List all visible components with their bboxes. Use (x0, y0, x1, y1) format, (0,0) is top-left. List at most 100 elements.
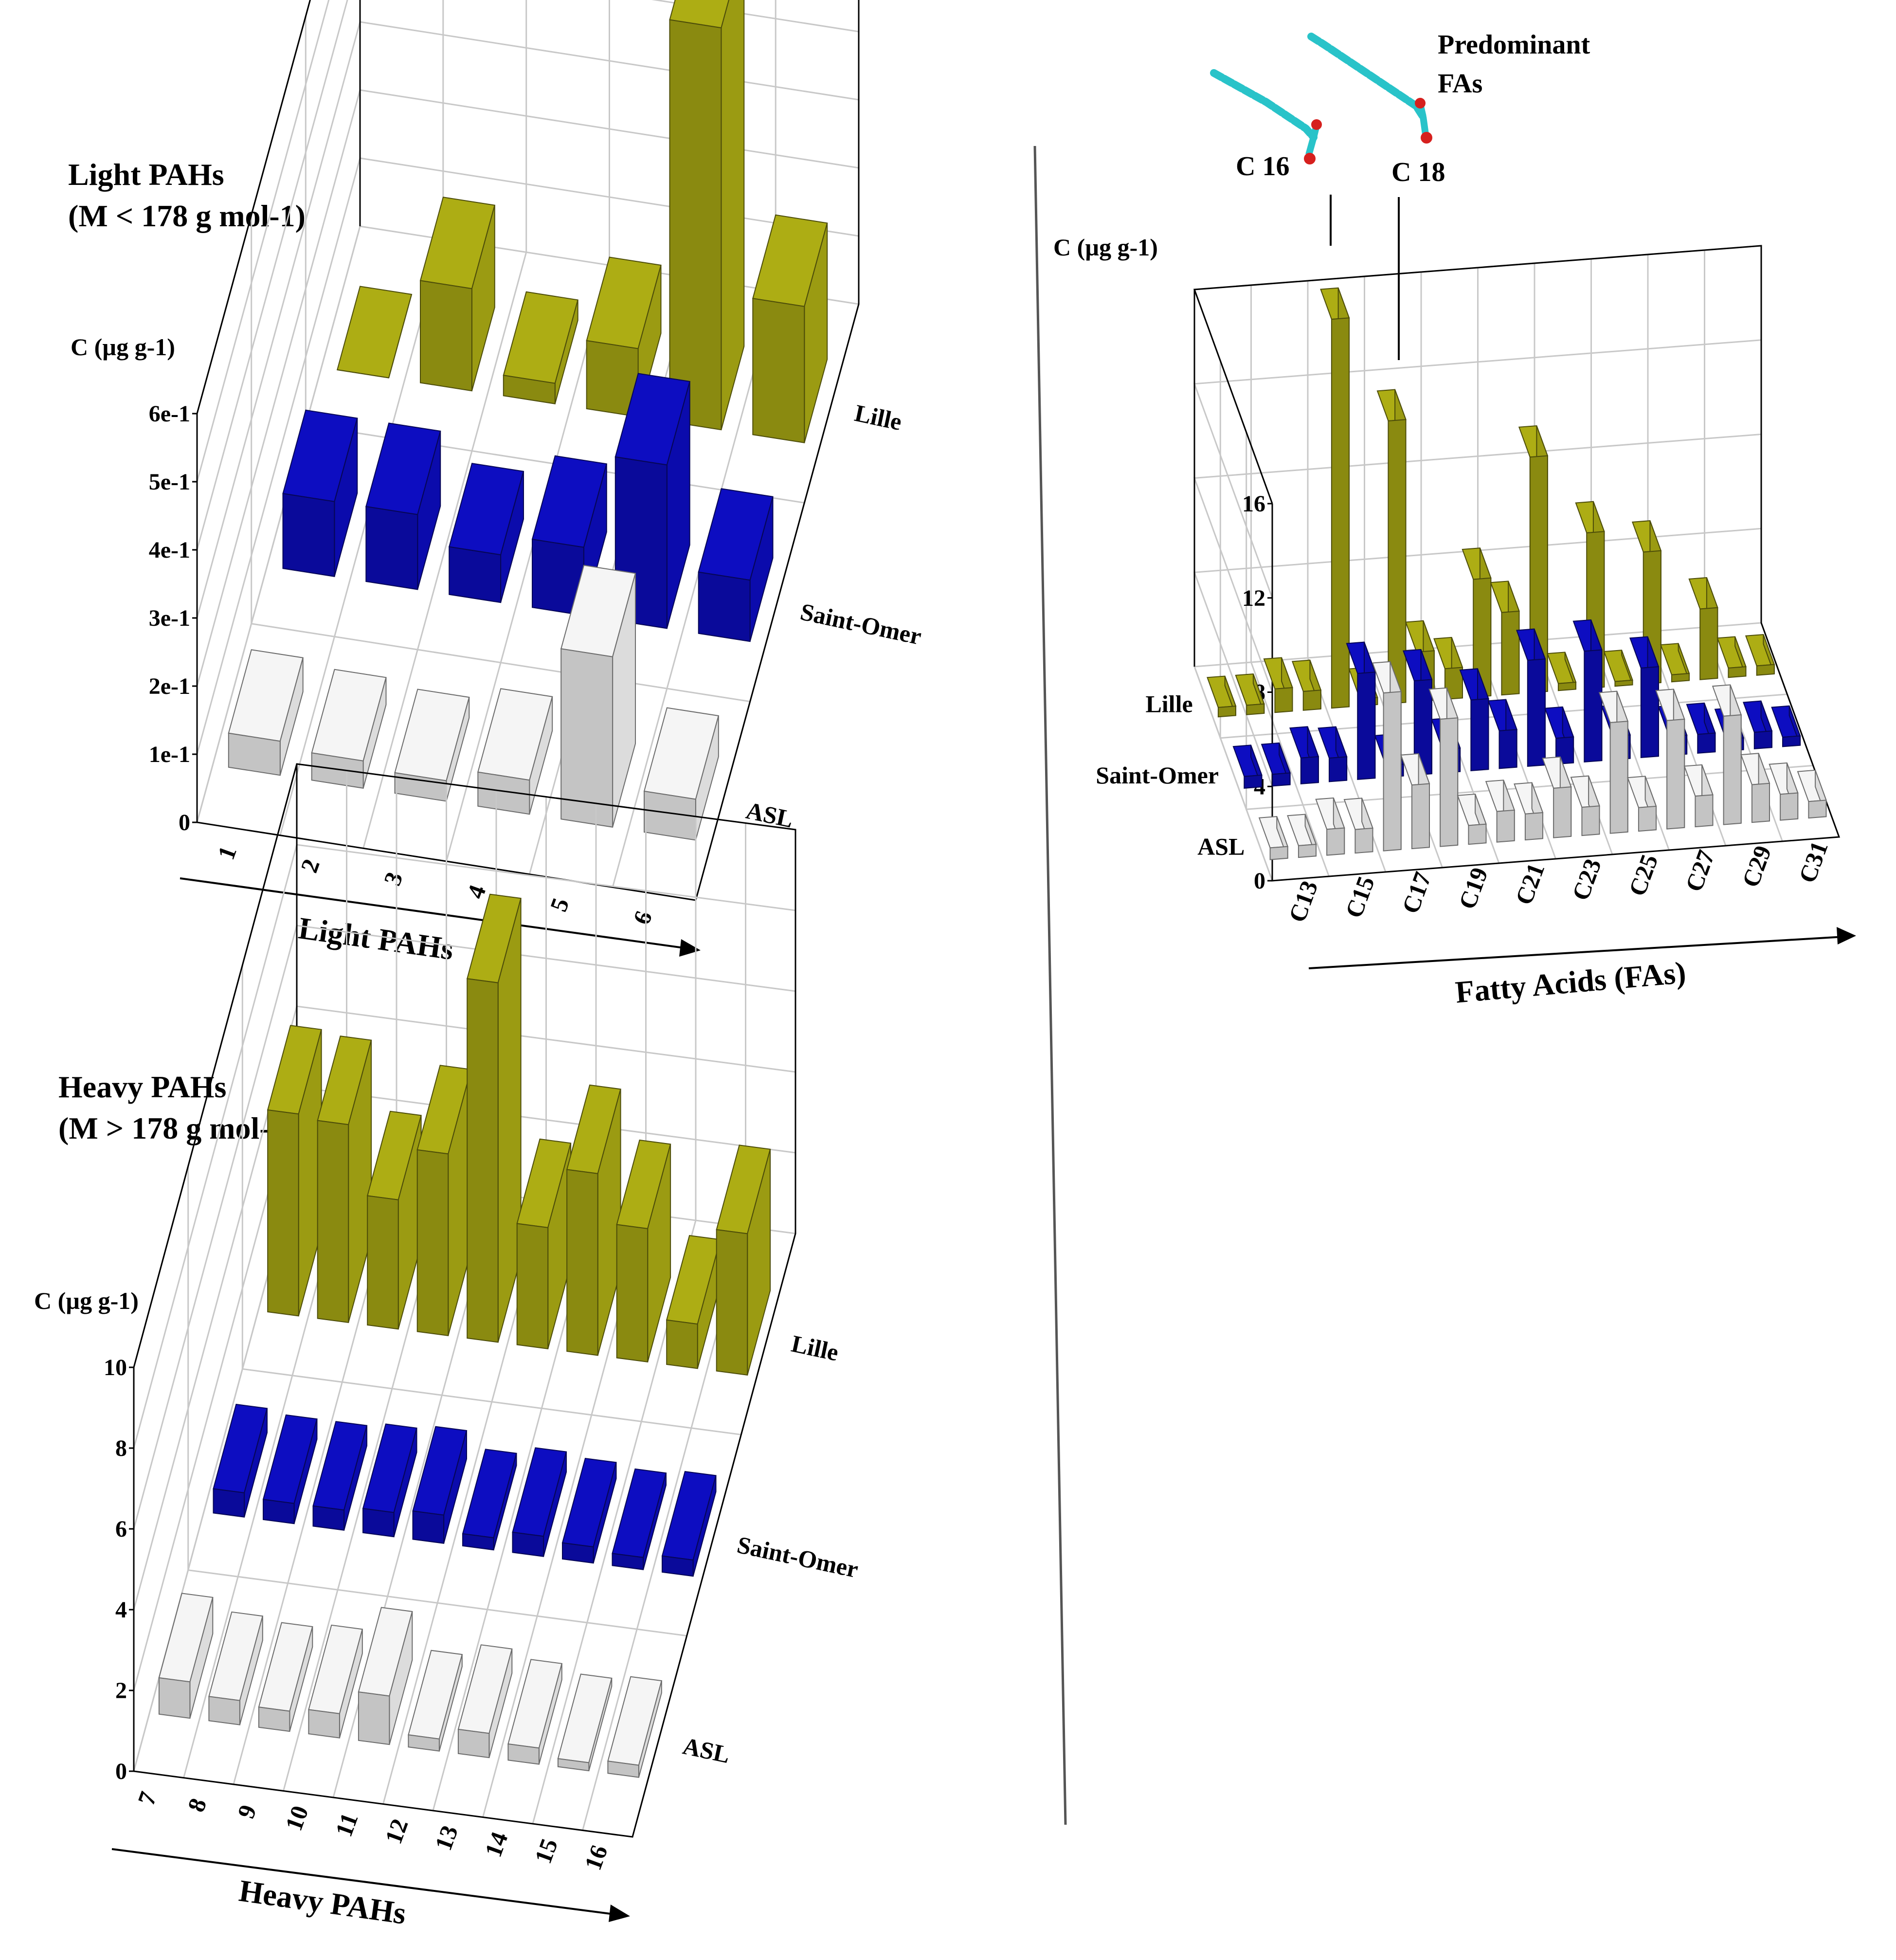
fa-bar-saintomer-c31 (1771, 705, 1801, 747)
bar-front (394, 772, 447, 802)
heavy-x-tick-label: 7 (132, 1788, 162, 1809)
c18-label: C 18 (1391, 157, 1445, 187)
fa-bar-lille-c31 (1745, 634, 1775, 676)
fa-x-tick-label: C15 (1340, 872, 1380, 921)
heavy-bar-lille-8 (317, 1035, 372, 1324)
light-y-tick-label: 3e-1 (149, 605, 190, 631)
bar-front (158, 1677, 191, 1719)
heavy-y-tick-label: 8 (115, 1435, 127, 1461)
heavy-bar-saintomer-14 (561, 1457, 617, 1564)
light-title: Light PAHs (68, 157, 224, 192)
fa-x-tick-label: C29 (1736, 842, 1776, 890)
bar-front (1357, 671, 1376, 780)
fa-bar-lille-c13 (1235, 673, 1265, 715)
light-bar-asl-2 (311, 669, 387, 789)
bar-front (420, 280, 472, 392)
light-x-tick-label: 3 (379, 869, 408, 889)
heavy-bar-asl-7 (158, 1593, 214, 1719)
bar-front (1695, 794, 1714, 828)
light-bar-saintomer-4 (531, 455, 608, 616)
bar-front (263, 1499, 295, 1524)
fa-y-tick-label: 0 (1254, 868, 1265, 894)
fa-bar-lille-c14 (1263, 657, 1293, 713)
bar-front (457, 1728, 490, 1759)
bar-front (1272, 772, 1291, 787)
bar-front (1723, 714, 1742, 825)
fa-y-axis-label: C (µg g-1) (1053, 234, 1158, 261)
bar-front (516, 1223, 549, 1350)
bar-front (1584, 649, 1603, 762)
bar-front (1244, 774, 1263, 789)
bar-front (1217, 706, 1236, 718)
light-x-tick-label: 1 (212, 842, 242, 863)
bar-front (337, 369, 389, 379)
fa-bar-asl-c12 (1258, 816, 1289, 860)
bar-side (721, 0, 745, 430)
heavy-series-label-lille: Lille (789, 1330, 841, 1366)
heavy-x-axis-arrowhead (609, 1905, 630, 1922)
heavy-x-tick-label: 8 (182, 1795, 212, 1815)
bar-front (612, 1553, 644, 1570)
bar-front (1411, 783, 1430, 850)
fa-bar-asl-c18 (1428, 687, 1459, 847)
fa-bar-asl-c24 (1598, 690, 1629, 834)
bar-front (1699, 607, 1718, 680)
light-bar-lille-1 (336, 286, 413, 379)
heavy-bar-lille-11 (466, 893, 522, 1343)
heavy-bar-saintomer-7 (213, 1403, 268, 1518)
heavy-x-axis-arrow (111, 1848, 618, 1916)
bar-front (412, 1510, 445, 1544)
fa-x-tick-label: C27 (1680, 846, 1720, 895)
heavy-bar-lille-14 (616, 1139, 671, 1363)
bar-front (449, 546, 502, 603)
light-bar-asl-3 (394, 689, 470, 802)
fa-bar-saintomer-c20 (1459, 668, 1489, 771)
bar-front (1697, 732, 1716, 754)
light-x-tick-label: 6 (628, 907, 657, 928)
heavy-bar-asl-10 (308, 1624, 363, 1739)
bar-front (1468, 823, 1487, 845)
heavy-title: Heavy PAHs (58, 1070, 226, 1104)
light-bar-saintomer-6 (698, 488, 774, 642)
fa-y-tick-label: 12 (1242, 585, 1265, 611)
fa-bar-asl-c19 (1457, 793, 1487, 845)
heavy-gridline (241, 965, 741, 1435)
fa-bar-lille-c30 (1716, 636, 1747, 678)
bar-front (586, 340, 639, 417)
light-bar-saintomer-1 (282, 409, 358, 577)
bar-front (362, 1507, 395, 1538)
fa-bar-lille-c28 (1660, 643, 1690, 683)
heavy-subtitle: (M > 178 g mol-1) (58, 1111, 296, 1145)
fa-bar-saintomer-c28 (1686, 702, 1716, 754)
fa-bar-saintomer-c22 (1516, 628, 1546, 767)
predominant-label: Predominant (1438, 30, 1590, 60)
bar-front (1780, 792, 1799, 821)
bar-front (1302, 690, 1321, 711)
fa-bar-lille-c29 (1688, 577, 1718, 680)
fa-bar-lille-c16 (1320, 287, 1350, 709)
fa-bar-asl-c21 (1514, 782, 1544, 841)
bar-front (1753, 730, 1772, 749)
light-bar-asl-4 (477, 688, 553, 815)
fa-bar-asl-c31 (1797, 769, 1827, 819)
bar-front (1298, 844, 1317, 858)
heavy-bar-saintomer-8 (262, 1414, 318, 1524)
bar-top (1603, 650, 1633, 682)
fa-bar-saintomer-c21 (1487, 699, 1517, 769)
bar-front (267, 1109, 299, 1317)
bar-front (512, 1531, 544, 1557)
light-y-tick-label: 6e-1 (149, 401, 190, 427)
fa-bar-lille-c20 (1433, 636, 1463, 700)
heavy-y-tick-label: 0 (115, 1759, 127, 1784)
bar-front (228, 732, 281, 776)
light-bars (228, 0, 828, 841)
heavy-bar-asl-8 (208, 1611, 264, 1725)
bar-front (358, 1691, 390, 1745)
bar-front (1470, 698, 1489, 771)
heavy-bar-saintomer-12 (462, 1449, 517, 1551)
fa-series-label-saintomer: Saint-Omer (1096, 762, 1219, 789)
chart-fatty-acids: C (µg g-1) Fatty Acids (FAs) Predominant… (1053, 30, 1856, 1010)
light-x-axis-arrowhead (679, 939, 701, 957)
bar-front (1388, 419, 1407, 705)
fa-bar-saintomer-c16 (1346, 641, 1376, 780)
